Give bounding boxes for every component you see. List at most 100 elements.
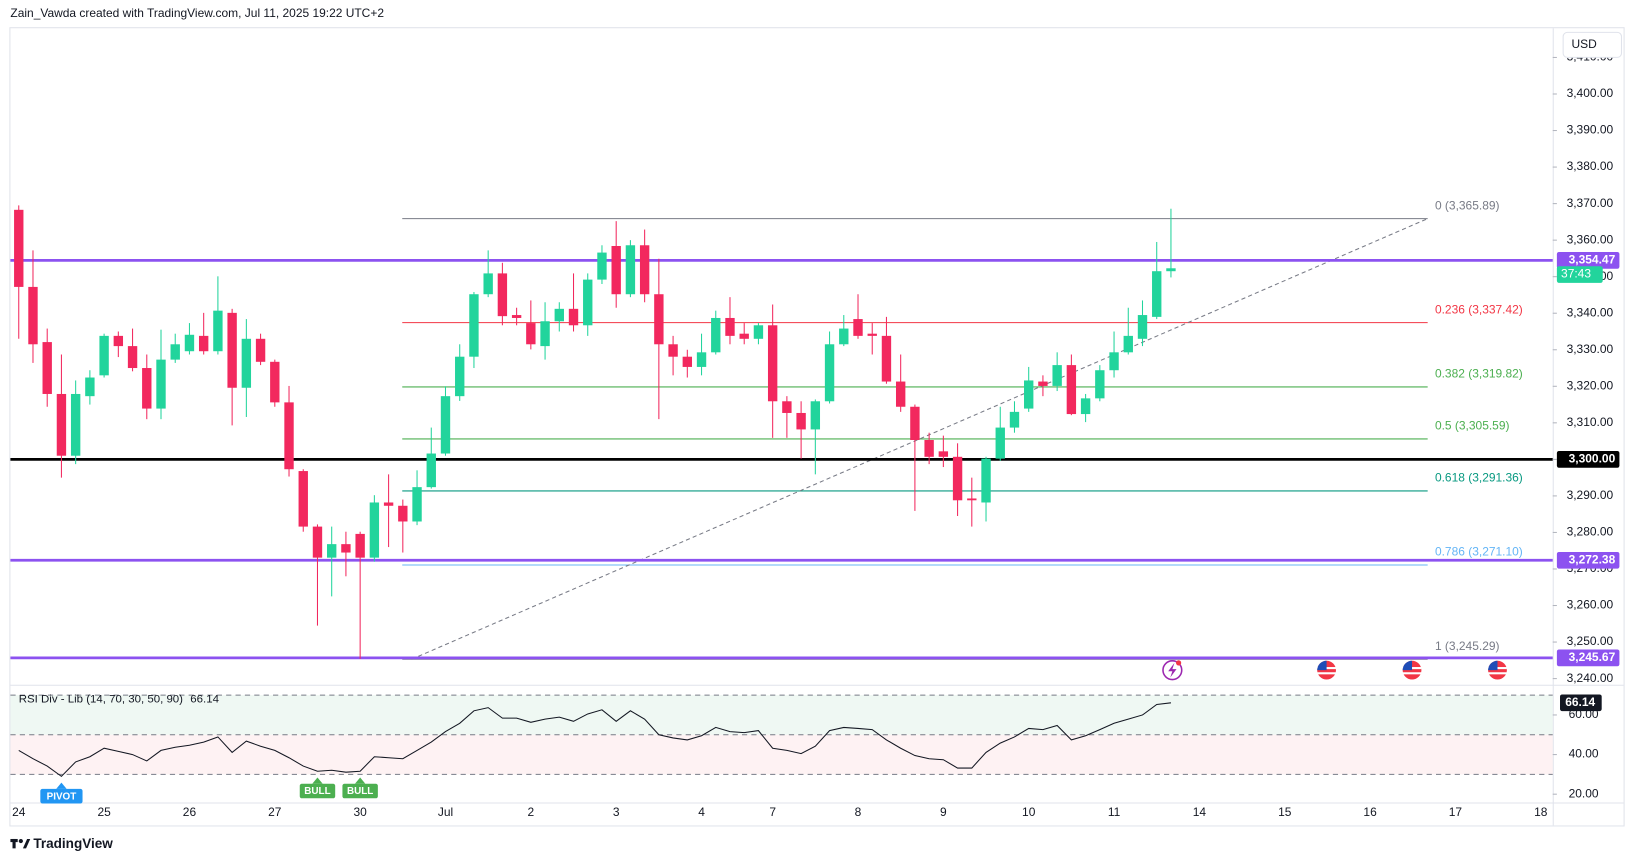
x-tick-label: 9 (940, 805, 947, 819)
candle-body (42, 342, 52, 394)
level-label-box (1556, 252, 1620, 269)
y-tick-label: 3,370.00 (1567, 196, 1614, 210)
candle-body (156, 359, 166, 409)
rsi-title: RSI Div - Lib (14, 70, 30, 50, 90) (19, 693, 183, 705)
level-label-box (1556, 551, 1620, 569)
candle-body (483, 273, 493, 295)
currency[interactable]: USD (1571, 37, 1597, 51)
y-tick-label: 3,330.00 (1567, 342, 1614, 356)
candle-body (1009, 411, 1020, 428)
candle-body (1137, 315, 1148, 339)
signal-pointer (312, 777, 323, 784)
candle-body (355, 533, 365, 558)
rsi-tick-label: 20.00 (1569, 786, 1599, 800)
fib-label: 0.5 (3,305.59) (1435, 419, 1510, 433)
candle-body (113, 335, 124, 347)
rsi-pane: RSI Div - Lib (14, 70, 30, 50, 90) 66.14 P… (10, 693, 1553, 804)
fib-label: 0.236 (3,337.42) (1435, 302, 1523, 316)
fib-label: 0.618 (3,291.36) (1435, 471, 1523, 485)
candle-body (583, 279, 593, 326)
candle-body (1152, 271, 1162, 317)
signal-label: BULL (304, 786, 330, 797)
candle-body (540, 321, 550, 347)
candle-body (341, 544, 351, 553)
candle-body (725, 317, 735, 336)
candle-body (1038, 381, 1048, 386)
footer-logo (10, 838, 31, 849)
candle-body (383, 502, 394, 506)
rsi-value-box (1560, 694, 1602, 712)
y-tick-label: 3,240.00 (1567, 671, 1614, 685)
candle-body (1166, 268, 1176, 272)
rsi-value-label: 66.14 (1565, 695, 1595, 709)
candle-body (967, 498, 977, 501)
x-tick-label: 14 (1193, 805, 1207, 819)
y-tick-label: 3,390.00 (1567, 123, 1614, 137)
level-label-box (1556, 649, 1620, 667)
candle-body (1052, 365, 1062, 386)
candle-body (853, 319, 863, 336)
candle-body (184, 334, 195, 352)
candle-body (924, 440, 934, 457)
fib-label: 0.786 (3,271.10) (1435, 545, 1523, 559)
x-tick-label: 4 (698, 805, 705, 819)
x-tick-label: 15 (1278, 805, 1292, 819)
candle-body (497, 273, 508, 317)
x-tick-label: 26 (183, 805, 197, 819)
candle-body (910, 406, 920, 441)
candle-body (142, 368, 152, 409)
candle-body (682, 356, 693, 367)
candle-body (881, 335, 892, 382)
x-tick-label: 11 (1108, 805, 1121, 819)
candle-body (426, 453, 436, 488)
candle-body (241, 338, 252, 388)
trend-line (411, 218, 1428, 660)
candle-body (127, 346, 138, 369)
candle-body (1080, 398, 1091, 415)
x-tick-label: 30 (353, 805, 367, 819)
x-tick-label: 2 (528, 805, 535, 819)
x-tick-label: Jul (438, 805, 453, 819)
candle-body (654, 294, 664, 345)
rsi-line (18, 702, 1172, 778)
candle-body (995, 427, 1005, 459)
candle-body (767, 325, 778, 402)
rsi-title-value: 66.14 (190, 693, 219, 705)
x-tick-label: 8 (855, 805, 862, 819)
candle-body (810, 401, 821, 430)
candle-body (398, 505, 408, 522)
x-tick-label: 27 (268, 805, 282, 819)
rsi-lower-band (10, 734, 1553, 775)
candle-body (85, 377, 95, 397)
currency-box[interactable] (1562, 31, 1623, 58)
candle-body (284, 402, 294, 470)
candle-body (639, 245, 650, 295)
currency-button[interactable]: USD (1562, 31, 1623, 58)
y-tick-label: 3,380.00 (1567, 159, 1614, 173)
countdown: 37:43 (1561, 267, 1591, 281)
candle-body (369, 502, 380, 558)
x-tick-label: 3 (613, 805, 620, 819)
candle-body (312, 526, 323, 558)
y-tick-label: 3,400.00 (1567, 86, 1614, 100)
header: Zain_Vawda created with TradingView.com,… (10, 6, 384, 20)
rsi-upper-band (10, 695, 1553, 735)
rsi-tick-label: 40.00 (1569, 747, 1599, 761)
candle-body (981, 458, 991, 503)
candle-body (796, 412, 806, 430)
candle-body (1066, 365, 1077, 415)
signal-label: BULL (347, 786, 373, 797)
level-label: 3,354.47 (1569, 253, 1616, 267)
candle-body (298, 471, 308, 527)
x-tick-label: 24 (12, 805, 26, 819)
level-label: 3,300.00 (1569, 452, 1616, 466)
signal-box (299, 783, 336, 799)
candle-body (711, 317, 721, 353)
frame (9, 27, 1625, 827)
y-tick-label: 3,340.00 (1567, 305, 1614, 319)
level-label: 3,272.38 (1569, 552, 1616, 566)
x-tick-label: 25 (97, 805, 111, 819)
candle-body (839, 328, 849, 345)
